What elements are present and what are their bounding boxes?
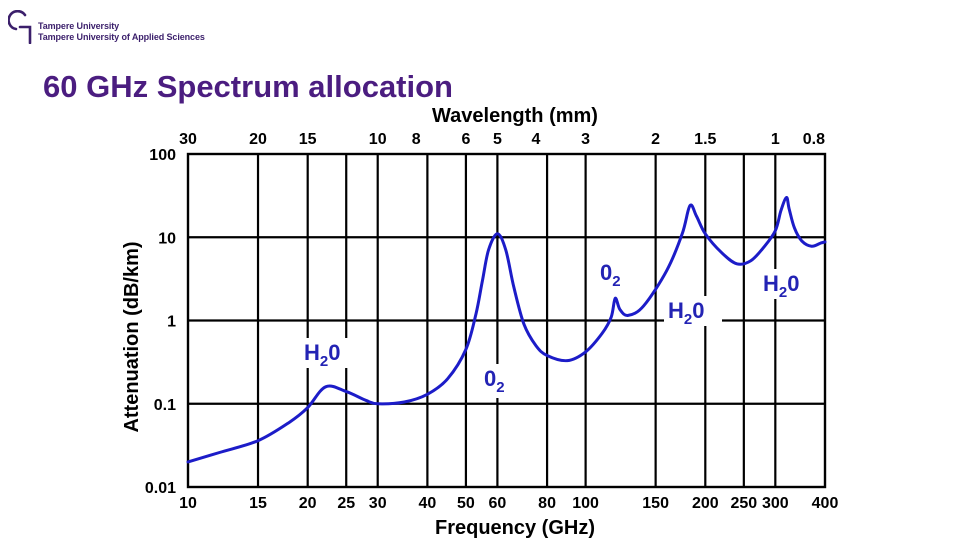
wavelength-tick-label: 15 — [299, 131, 317, 148]
x-tick-label: 15 — [249, 495, 267, 512]
x-tick-label: 400 — [812, 495, 839, 512]
y-tick-label: 0.01 — [145, 480, 176, 497]
y-tick-label: 0.1 — [154, 397, 176, 414]
chart-grid — [186, 152, 827, 489]
y-tick-label: 10 — [158, 230, 176, 247]
annotation-background — [759, 269, 817, 299]
brand-line-1: Tampere University — [38, 21, 120, 31]
x-tick-label: 80 — [538, 495, 556, 512]
x-tick-label: 25 — [337, 495, 355, 512]
x-tick-label: 250 — [730, 495, 757, 512]
wavelength-tick-label: 5 — [493, 131, 502, 148]
x-tick-label: 10 — [179, 495, 197, 512]
x-tick-label: 60 — [489, 495, 507, 512]
x-tick-label: 150 — [642, 495, 669, 512]
wavelength-tick-label: 20 — [249, 131, 267, 148]
x-tick-label: 300 — [762, 495, 789, 512]
x-tick-label: 40 — [418, 495, 436, 512]
y-tick-label: 100 — [149, 147, 176, 164]
x-tick-label: 100 — [572, 495, 599, 512]
wavelength-tick-labels: 30 20 15 10 8 6 5 4 3 2 1.5 1 0.8 — [179, 131, 825, 148]
wavelength-tick-label: 30 — [179, 131, 197, 148]
wavelength-tick-label: 10 — [369, 131, 387, 148]
wavelength-tick-label: 0.8 — [803, 131, 825, 148]
annotation-background — [300, 338, 358, 368]
annotation-background — [596, 258, 632, 292]
x-tick-label: 30 — [369, 495, 387, 512]
brand-line-2: Tampere University of Applied Sciences — [38, 32, 205, 42]
attenuation-curve — [186, 196, 827, 464]
y-tick-label: 1 — [167, 314, 176, 331]
attenuation-axis-title: Attenuation (dB/km) — [121, 241, 143, 432]
wavelength-axis-title: Wavelength (mm) — [432, 105, 598, 127]
y-tick-labels: 100 10 1 0.1 0.01 — [145, 147, 176, 497]
annotation-background — [480, 364, 516, 398]
tampere-logo-icon — [8, 10, 32, 44]
annotation-o2-low: 02 — [484, 366, 505, 396]
x-tick-labels: 10 15 20 25 30 40 50 60 80 100 150 200 250 300 400 — [179, 495, 838, 512]
annotation-background — [664, 296, 722, 326]
wavelength-tick-label: 6 — [461, 131, 470, 148]
wavelength-tick-label: 1 — [771, 131, 780, 148]
wavelength-tick-label: 4 — [531, 131, 540, 148]
annotation-h2o-low: H20 — [304, 340, 340, 370]
annotation-o2-high: 02 — [600, 260, 621, 290]
x-tick-label: 20 — [299, 495, 317, 512]
chart-annotations: H20 02 02 H20 H20 — [300, 258, 817, 398]
slide-title: 60 GHz Spectrum allocation — [43, 69, 453, 104]
annotation-h2o-high: H20 — [763, 271, 799, 301]
wavelength-tick-label: 2 — [651, 131, 660, 148]
annotation-h2o-mid: H20 — [668, 298, 704, 328]
university-logo: Tampere University Tampere University of… — [8, 10, 218, 44]
x-tick-label: 200 — [692, 495, 719, 512]
plot-frame — [186, 152, 827, 489]
wavelength-tick-label: 8 — [412, 131, 421, 148]
x-tick-label: 50 — [457, 495, 475, 512]
wavelength-tick-label: 1.5 — [694, 131, 716, 148]
frequency-axis-title: Frequency (GHz) — [435, 517, 595, 539]
wavelength-tick-label: 3 — [581, 131, 590, 148]
